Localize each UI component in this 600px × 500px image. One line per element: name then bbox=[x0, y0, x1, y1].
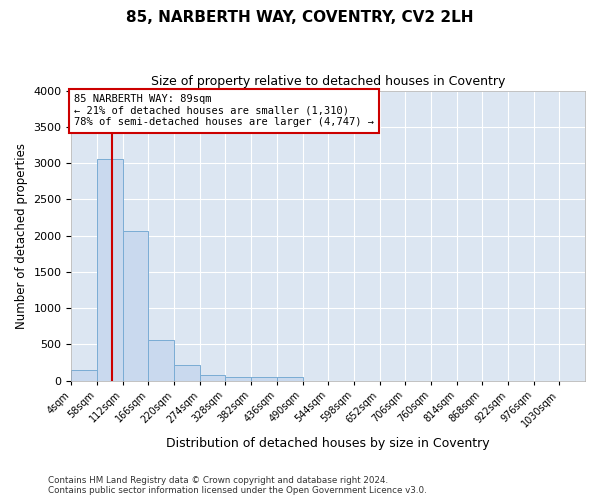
Bar bbox=[251, 377, 277, 380]
Title: Size of property relative to detached houses in Coventry: Size of property relative to detached ho… bbox=[151, 75, 505, 88]
Bar bbox=[148, 340, 174, 380]
Bar bbox=[226, 377, 251, 380]
Bar bbox=[97, 158, 123, 380]
Text: Contains HM Land Registry data © Crown copyright and database right 2024.
Contai: Contains HM Land Registry data © Crown c… bbox=[48, 476, 427, 495]
Text: 85, NARBERTH WAY, COVENTRY, CV2 2LH: 85, NARBERTH WAY, COVENTRY, CV2 2LH bbox=[126, 10, 474, 25]
Bar bbox=[71, 370, 97, 380]
Bar bbox=[174, 366, 200, 380]
X-axis label: Distribution of detached houses by size in Coventry: Distribution of detached houses by size … bbox=[166, 437, 490, 450]
Y-axis label: Number of detached properties: Number of detached properties bbox=[15, 142, 28, 328]
Bar bbox=[277, 377, 302, 380]
Bar bbox=[123, 231, 148, 380]
Text: 85 NARBERTH WAY: 89sqm
← 21% of detached houses are smaller (1,310)
78% of semi-: 85 NARBERTH WAY: 89sqm ← 21% of detached… bbox=[74, 94, 374, 128]
Bar bbox=[200, 375, 226, 380]
